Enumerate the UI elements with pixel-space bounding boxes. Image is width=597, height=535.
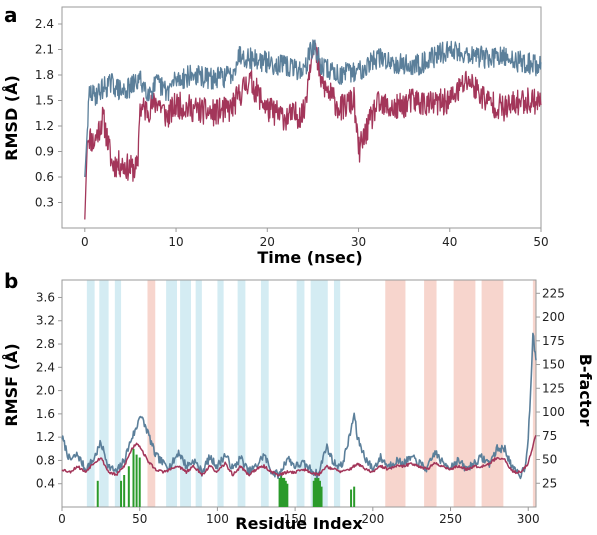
panel-a-xlabel: Time (nsec) (257, 248, 362, 267)
panel-a-ylabel: RMSD (Å) (2, 75, 21, 161)
panel-b-helix-band (310, 280, 328, 507)
panel-b-xlabel: Residue Index (235, 514, 363, 533)
panel-b-sheet-band (532, 280, 536, 507)
panel-b-helix-band (86, 280, 95, 507)
panel-b-ytick-label: 1.6 (36, 407, 55, 421)
panel-a-xtick-label: 50 (533, 235, 548, 249)
panel-b-ylabel-right: B-factor (576, 354, 595, 427)
panel-b-xtick-label: 50 (132, 512, 147, 526)
panel-b-ytick-right-label: 175 (542, 334, 565, 348)
panel-a-frame (61, 6, 542, 229)
panel-a-series-blue (84, 39, 542, 178)
panel-b-ytick-label: 0.8 (36, 453, 55, 467)
panel-a-ytick-label: 2.4 (35, 17, 54, 31)
panel-b-sheet-band (424, 280, 437, 507)
panel-b-ytick-label: 3.6 (36, 290, 55, 304)
panel-b-helix-band (180, 280, 191, 507)
panel-a-ytick-label: 2.1 (35, 43, 54, 57)
panel-a-ytick-label: 0.9 (35, 145, 54, 159)
panel-b-ytick-right-label: 100 (542, 405, 565, 419)
panel-b-sheet-band (147, 280, 156, 507)
panel-a-series-red (84, 40, 542, 220)
panel-b-ytick-right-label: 50 (542, 453, 557, 467)
panel-b-ytick-label: 2.0 (36, 384, 55, 398)
panel-b-xtick-label: 300 (517, 512, 540, 526)
panel-a-xtick-label: 0 (81, 235, 89, 249)
panel-b-xtick-label: 0 (58, 512, 66, 526)
panel-b-xtick-label: 200 (361, 512, 384, 526)
panel-b-ytick-right-label: 200 (542, 310, 565, 324)
panel-b-ytick-right-label: 125 (542, 381, 565, 395)
panel-b-xtick-label: 100 (206, 512, 229, 526)
panel-b-ylabel: RMSF (Å) (2, 343, 21, 426)
panel-b-sheet-band (481, 280, 504, 507)
panel-a-ytick-label: 1.2 (35, 119, 54, 133)
panel-a-xtick-label: 10 (168, 235, 183, 249)
panel-a-xtick-label: 40 (442, 235, 457, 249)
panel-a-ytick-label: 0.3 (35, 196, 54, 210)
panel-b-xtick-label: 150 (284, 512, 307, 526)
panel-b-series-blue (61, 332, 537, 480)
panel-letter-b: b (4, 269, 18, 293)
panel-b-ytick-right-label: 25 (542, 476, 557, 490)
panel-a-xtick-label: 20 (260, 235, 275, 249)
panel-b-helix-band (99, 280, 109, 507)
panel-a-ytick-label: 1.5 (35, 94, 54, 108)
panel-b-sheet-band (385, 280, 406, 507)
panel-b-ytick-label: 0.4 (36, 477, 55, 491)
panel-b-frame (61, 279, 537, 508)
panel-a-ytick-label: 0.6 (35, 170, 54, 184)
panel-b-sheet-band (453, 280, 476, 507)
panel-b-ytick-right-label: 150 (542, 358, 565, 372)
panel-b-helix-band (237, 280, 246, 507)
panel-b-helix-band (217, 280, 224, 507)
panel-b-ytick-label: 3.2 (36, 314, 55, 328)
panel-b-xtick-label: 250 (439, 512, 462, 526)
panel-a-xtick-label: 30 (351, 235, 366, 249)
panel-b-series-red (61, 435, 537, 477)
panel-b-helix-band (166, 280, 178, 507)
panel-b-helix-band (333, 280, 341, 507)
panel-b-ytick-right-label: 75 (542, 429, 557, 443)
panel-b-helix-band (260, 280, 269, 507)
panel-b-ytick-label: 1.2 (36, 430, 55, 444)
panel-b-ytick-label: 2.4 (36, 360, 55, 374)
panel-b-ytick-label: 2.8 (36, 337, 55, 351)
panel-b-helix-band (296, 280, 305, 507)
panel-letter-a: a (4, 3, 18, 27)
panel-b-helix-band (195, 280, 202, 507)
panel-b-helix-band (114, 280, 122, 507)
panel-a-ytick-label: 1.8 (35, 68, 54, 82)
panel-b-ytick-right-label: 225 (542, 286, 565, 300)
